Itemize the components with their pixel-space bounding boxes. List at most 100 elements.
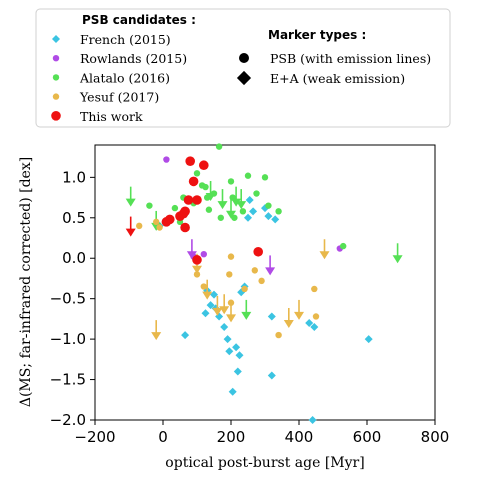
data-point [226,271,233,278]
arrow-head [392,255,403,264]
data-point [215,143,223,150]
upper-limit-arrow [205,181,216,201]
data-point [205,206,213,213]
data-point [192,255,202,265]
data-point [181,331,190,340]
arrow-head [186,251,197,260]
arrow-head [294,311,304,320]
data-point [271,215,280,224]
data-point [200,250,207,258]
data-point [235,351,244,360]
data-point [267,371,276,380]
series-group [163,156,343,276]
legend-label: Alatalo (2016) [79,70,170,85]
arrow-head [212,307,223,316]
data-point [241,285,248,293]
x-tick-label: 200 [217,428,246,446]
legend-swatch [52,74,60,81]
x-tick-label: −200 [74,428,115,446]
upper-limit-arrow [125,186,136,207]
data-point [227,253,235,260]
data-point [223,335,232,344]
data-point [165,214,175,225]
legend-label: Yesuf (2017) [79,90,159,105]
series-group [125,156,263,265]
arrow-head [231,198,242,207]
data-point [275,208,282,215]
data-point [220,322,229,331]
legend-marker-title: Marker types : [268,28,366,42]
arrow-head [125,228,136,237]
data-point [261,174,269,181]
upper-limit-arrow [236,189,247,210]
upper-limit-arrow [219,294,230,315]
arrow-head [202,291,213,300]
upper-limit-arrow [265,255,276,276]
data-point [239,208,247,215]
legend-entry: Rowlands (2015) [52,51,187,66]
data-point [180,206,190,217]
axes-frame [94,144,436,421]
legend-label: Rowlands (2015) [80,51,187,66]
data-point [156,224,163,231]
y-tick-label: 0.0 [62,249,86,267]
data-point [202,183,209,191]
data-point [193,170,201,177]
series-group [136,218,330,341]
data-point [308,416,317,424]
data-point [171,204,179,212]
legend-marker-type-psb: PSB (with emission lines) [270,51,431,66]
data-point [253,246,263,257]
arrow-head [219,306,230,315]
upper-limit-arrow [241,299,252,320]
data-point [193,271,201,278]
arrow-head [283,319,294,328]
data-point [267,312,276,321]
y-tick-label: −1.5 [50,371,86,389]
legend-entry: This work [51,109,143,124]
data-point [244,213,252,222]
arrow-head [226,210,236,219]
data-point [185,156,195,166]
y-tick-label: 0.5 [62,209,86,227]
upper-limit-arrow [186,239,197,260]
data-point [340,242,347,250]
upper-limit-arrow [151,320,162,341]
data-point [192,195,202,205]
y-tick-label: −2.0 [50,411,86,429]
data-point [311,285,318,293]
data-point [206,301,215,310]
y-tick-label: −1.0 [50,330,86,348]
legend-frame [35,8,451,128]
x-tick-label: 400 [285,428,314,446]
plot-area: −200 0 200 400 600 800 −2.0 −1.5 −1.0 −0.5 0.0 0.5 1… [50,143,450,446]
upper-limit-arrow [294,299,304,320]
series-group [125,143,403,320]
data-point [264,212,273,221]
arrow-head [151,332,162,341]
legend-entry: Yesuf (2017) [52,90,159,105]
data-point [153,218,160,226]
legend-marker-types: PSB (with emission lines) E+A (weak emis… [236,51,431,86]
data-point [227,178,235,185]
data-point [245,196,254,204]
upper-limit-arrow [226,302,236,323]
upper-limit-arrow [217,189,228,210]
data-point [163,156,170,163]
legend-series-entries: French (2015) Rowlands (2015) Alatalo (201… [51,32,187,124]
data-point [312,313,320,320]
data-point [136,222,143,230]
legend-label: This work [80,109,143,124]
data-point [244,172,252,179]
y-tick-label: −0.5 [50,290,86,308]
data-point [210,290,218,299]
data-point [258,277,265,285]
legend-entry: Alatalo (2016) [52,70,170,85]
data-point [146,202,153,209]
upper-limit-arrow [319,239,330,260]
y-axis-label: Δ(MS; far-infrared corrected) [dex] [18,157,34,407]
arrow-head [125,198,136,207]
x-tick-label: 0 [158,428,168,446]
data-point [233,367,242,376]
x-tick-label: 800 [421,428,450,446]
